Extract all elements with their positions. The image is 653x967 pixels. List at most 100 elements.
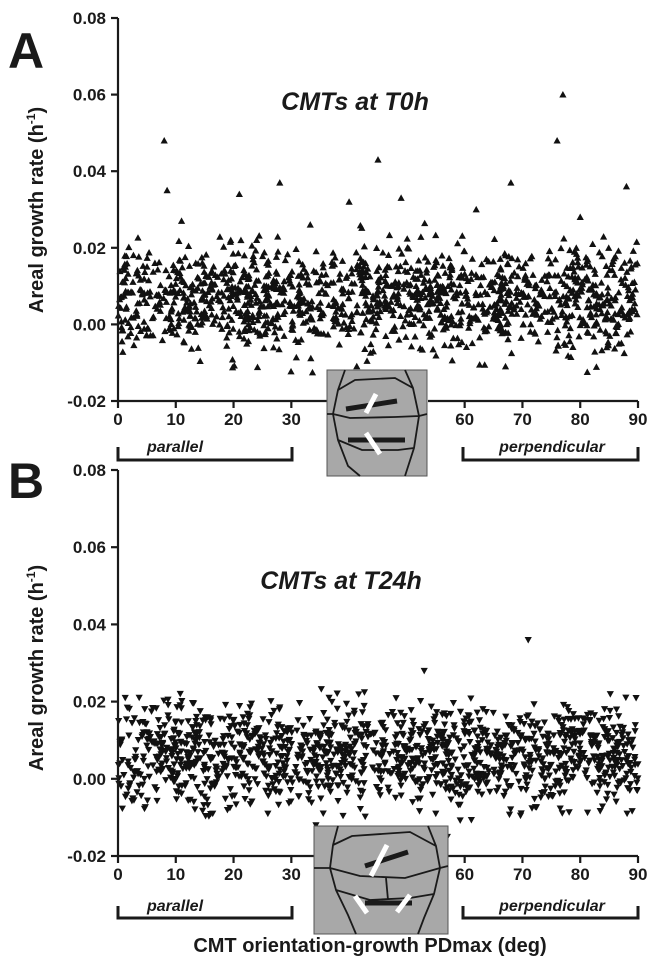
scatter-point <box>454 239 462 247</box>
scatter-point <box>555 295 564 303</box>
scatter-point <box>121 260 129 268</box>
scatter-point <box>622 775 630 782</box>
scatter-point <box>350 707 358 715</box>
scatter-point <box>361 813 369 821</box>
scatter-point <box>172 280 180 287</box>
scatter-point <box>274 233 282 240</box>
scatter-point <box>546 284 554 292</box>
scatter-point <box>402 333 410 340</box>
scatter-point <box>612 329 620 337</box>
scatter-point <box>568 773 576 781</box>
y-ticks-b: -0.020.000.020.040.060.08 <box>67 461 118 866</box>
scatter-point <box>587 710 595 717</box>
scatter-point <box>164 702 172 709</box>
scatter-point <box>421 760 429 767</box>
scatter-point <box>177 790 186 798</box>
scatter-point <box>492 305 501 312</box>
scatter-point <box>586 309 595 316</box>
scatter-point <box>221 795 229 803</box>
scatter-point <box>223 806 232 814</box>
scatter-point <box>343 784 352 791</box>
scatter-point <box>570 748 578 756</box>
scatter-point <box>538 766 546 773</box>
scatter-point <box>474 788 482 796</box>
scatter-point <box>253 236 261 244</box>
scatter-point <box>141 268 149 276</box>
scatter-point <box>606 266 614 274</box>
scatter-point <box>230 744 238 752</box>
scatter-point <box>385 231 394 239</box>
scatter-point <box>633 259 641 267</box>
scatter-point <box>531 738 539 746</box>
scatter-point <box>558 810 566 817</box>
scatter-point <box>545 772 554 780</box>
scatter-point <box>170 761 178 768</box>
scatter-point <box>603 313 611 320</box>
scatter-point <box>135 719 144 727</box>
scatter-point <box>334 798 342 805</box>
scatter-point <box>215 321 224 328</box>
scatter-point <box>408 799 417 806</box>
scatter-point <box>474 740 483 747</box>
scatter-point <box>388 327 396 334</box>
scatter-point <box>457 315 465 322</box>
scatter-point <box>412 282 420 289</box>
scatter-point <box>529 310 537 317</box>
scatter-point <box>581 716 589 724</box>
scatter-point <box>531 804 539 811</box>
scatter-point <box>333 690 341 698</box>
scatter-point <box>496 321 504 329</box>
scatter-point <box>442 763 450 771</box>
scatter-point <box>350 741 359 748</box>
scatter-point <box>124 758 132 766</box>
scatter-point <box>391 794 400 802</box>
scatter-point <box>336 276 344 283</box>
scatter-point <box>136 276 144 283</box>
scatter-point <box>609 724 617 732</box>
scatter-point <box>557 301 565 308</box>
scatter-point <box>449 699 458 707</box>
scatter-point <box>230 362 238 369</box>
scatter-point <box>231 772 240 779</box>
scatter-point <box>186 322 194 329</box>
scatter-point <box>395 279 403 286</box>
scatter-point <box>267 698 275 705</box>
scatter-point <box>190 298 198 306</box>
scatter-point <box>522 772 530 779</box>
scatter-point <box>353 301 361 309</box>
scatter-point <box>220 307 228 315</box>
scatter-point <box>602 262 610 270</box>
scatter-point <box>338 257 347 264</box>
scatter-point <box>529 271 537 278</box>
scatter-point <box>448 356 456 364</box>
scatter-point <box>481 325 489 333</box>
scatter-point <box>627 263 635 270</box>
scatter-point <box>230 262 238 270</box>
scatter-point <box>631 728 639 735</box>
scatter-point <box>244 761 252 768</box>
scatter-point <box>423 730 431 737</box>
scatter-point <box>289 307 297 314</box>
scatter-point <box>395 245 403 252</box>
y-axis-title-b: Areal growth rate (h-1) <box>24 565 48 771</box>
scatter-point <box>295 700 304 707</box>
scatter-point <box>130 341 138 349</box>
scatter-point <box>512 770 520 778</box>
scatter-point <box>389 311 397 319</box>
scatter-point <box>121 793 130 801</box>
scatter-point <box>327 757 335 765</box>
scatter-point <box>616 723 624 731</box>
scatter-point <box>343 789 351 797</box>
scatter-point <box>141 804 149 811</box>
scatter-point <box>247 301 255 308</box>
scatter-point <box>353 362 361 370</box>
scatter-point <box>312 773 321 780</box>
scatter-point <box>491 732 499 740</box>
scatter-point <box>381 297 389 304</box>
scatter-point <box>331 723 339 730</box>
scatter-point <box>149 762 157 769</box>
scatter-point <box>141 706 149 713</box>
scatter-point <box>399 322 407 330</box>
scatter-point <box>625 315 633 322</box>
scatter-point <box>160 136 168 144</box>
